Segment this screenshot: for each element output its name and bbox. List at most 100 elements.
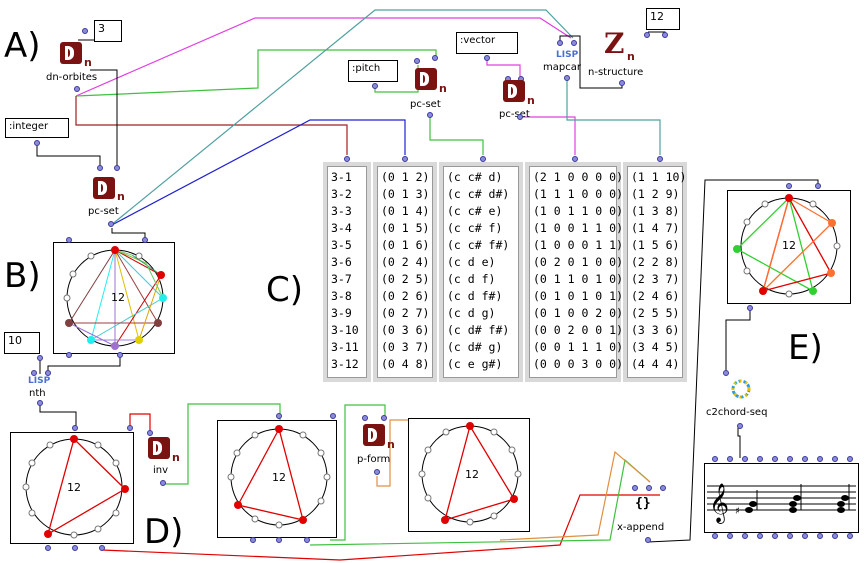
structures-list-inlet[interactable] <box>657 156 663 162</box>
circle-d2-box[interactable]: 12 <box>217 420 337 538</box>
nth-outlet[interactable] <box>37 400 43 406</box>
circle-d1-outlet-3[interactable] <box>99 545 105 551</box>
pcs-list-inlet[interactable] <box>402 156 408 162</box>
pitches-list-inlet[interactable] <box>480 156 486 162</box>
staff-outlet[interactable] <box>757 533 763 539</box>
circle-e-outlet-1[interactable] <box>747 305 753 311</box>
staff-inlet[interactable] <box>817 456 823 462</box>
staff-outlet[interactable] <box>832 533 838 539</box>
circle-b-outlet-2[interactable] <box>117 352 123 358</box>
pc-set-main-inlet-1[interactable] <box>97 165 103 171</box>
staff-inlet[interactable] <box>742 456 748 462</box>
pc-set-main-icon[interactable] <box>93 177 115 199</box>
c2chord-inlet[interactable] <box>723 370 729 376</box>
staff-inlet[interactable] <box>787 456 793 462</box>
mapcar-inlet-1[interactable] <box>557 40 563 46</box>
inv-icon[interactable] <box>148 437 170 459</box>
staff-outlet[interactable] <box>847 533 853 539</box>
mapcar-lisp-badge[interactable]: LISP <box>556 50 579 60</box>
circle-d2-inlet-1[interactable] <box>276 413 282 419</box>
x-append-inlet-3[interactable] <box>660 485 666 491</box>
nstruct-number-outlet[interactable] <box>662 32 668 38</box>
nstruct-number-box[interactable]: 12 <box>646 8 680 30</box>
staff-outlet[interactable] <box>787 533 793 539</box>
circle-d2-outlet-3[interactable] <box>304 537 310 543</box>
pc-set-main-outlet[interactable] <box>108 221 114 227</box>
circle-d2-outlet-2[interactable] <box>276 537 282 543</box>
mapcar-outlet[interactable] <box>564 75 570 81</box>
vector-keyword-box[interactable]: :vector <box>456 32 518 54</box>
n-structure-icon[interactable]: Z <box>604 27 625 60</box>
dn-orbites-inlet[interactable] <box>82 28 88 34</box>
vector-outlet[interactable] <box>484 55 490 61</box>
pcs-list-box[interactable]: (0 1 2) (0 1 3) (0 1 4) (0 1 5) (0 1 6) (0 2 … <box>373 162 437 382</box>
inv-inlet[interactable] <box>147 430 153 436</box>
staff-inlet[interactable] <box>802 456 808 462</box>
c2chord-icon[interactable] <box>730 378 752 400</box>
nth-number-box[interactable]: 10 <box>4 332 40 354</box>
pitch-keyword-box[interactable]: :pitch <box>348 60 398 82</box>
dn-orbites-outlet[interactable] <box>74 86 80 92</box>
circle-d1-inlet-2[interactable] <box>127 425 133 431</box>
staff-inlet[interactable] <box>712 456 718 462</box>
integer-keyword-box[interactable]: :integer <box>5 118 69 138</box>
x-append-inlet-1[interactable] <box>632 485 638 491</box>
nth-inlet-2[interactable] <box>45 370 51 376</box>
pc-set-1-inlet-1[interactable] <box>414 58 420 64</box>
circle-d1-inlet-1[interactable] <box>72 425 78 431</box>
pitch-outlet[interactable] <box>372 83 378 89</box>
nth-lisp-badge[interactable]: LISP <box>28 376 51 386</box>
vectors-list-inlet[interactable] <box>572 156 578 162</box>
circle-e-box[interactable]: 12 <box>727 190 851 304</box>
pc-set-main-inlet-2[interactable] <box>114 165 120 171</box>
staff-inlet[interactable] <box>832 456 838 462</box>
staff-inlet[interactable] <box>772 456 778 462</box>
vectors-list-box[interactable]: (2 1 0 0 0 0) (1 1 1 0 0 0) (1 0 1 1 0 0) (… <box>525 162 623 382</box>
staff-outlet[interactable] <box>727 533 733 539</box>
p-form-inlet-1[interactable] <box>362 415 368 421</box>
p-form-icon[interactable] <box>363 424 385 446</box>
circle-b-box[interactable]: 12 <box>53 242 175 354</box>
circle-d2-outlet-1[interactable] <box>250 537 256 543</box>
circle-d1-outlet-2[interactable] <box>72 545 78 551</box>
nth-number-outlet[interactable] <box>37 355 43 361</box>
x-append-outlet[interactable] <box>645 537 651 543</box>
pitches-list-box[interactable]: (c c# d) (c c# d#) (c c# e) (c c# f) (c c# f… <box>439 162 523 382</box>
circle-e-inlet-1[interactable] <box>786 183 792 189</box>
c2chord-outlet[interactable] <box>737 423 743 429</box>
structures-list-box[interactable]: (1 1 10) (1 2 9) (1 3 8) (1 4 7) (1 5 6) (2 2… <box>623 162 687 382</box>
inv-outlet[interactable] <box>160 480 166 486</box>
staff-outlet[interactable] <box>772 533 778 539</box>
staff-inlet[interactable] <box>757 456 763 462</box>
dn-orbites-icon[interactable] <box>60 42 82 64</box>
circle-e-inlet-2[interactable] <box>815 183 821 189</box>
pc-set-2-icon[interactable] <box>503 80 525 102</box>
p-form-inlet-2[interactable] <box>381 415 387 421</box>
names-list-inlet[interactable] <box>344 156 350 162</box>
staff-outlet[interactable] <box>802 533 808 539</box>
n-structure-outlet[interactable] <box>619 80 625 86</box>
orbites-number-box[interactable]: 3 <box>94 20 122 42</box>
mapcar-inlet-2[interactable] <box>571 40 577 46</box>
pc-set-1-icon[interactable] <box>415 68 437 90</box>
nth-inlet-1[interactable] <box>31 370 37 376</box>
x-append-icon[interactable]: {} <box>635 496 651 511</box>
circle-d1-box[interactable]: 12 <box>10 432 134 544</box>
pc-set-2-outlet[interactable] <box>517 114 523 120</box>
circle-b-inlet-1[interactable] <box>66 237 72 243</box>
circle-d1-outlet-1[interactable] <box>45 545 51 551</box>
staff-inlet[interactable] <box>727 456 733 462</box>
nstruct-number-inlet[interactable] <box>644 32 650 38</box>
circle-d2-inlet-2[interactable] <box>330 413 336 419</box>
staff-outlet[interactable] <box>742 533 748 539</box>
integer-outlet[interactable] <box>34 140 40 146</box>
circle-b-outlet-1[interactable] <box>66 352 72 358</box>
names-list-box[interactable]: 3-1 3-2 3-3 3-4 3-5 3-6 3-7 3-8 3-9 3-10 3-11 3-12 <box>323 162 371 382</box>
staff-outlet[interactable] <box>817 533 823 539</box>
chord-seq-staff[interactable]: 𝄞 ♯ <box>704 463 859 533</box>
circle-b-inlet-2[interactable] <box>142 237 148 243</box>
staff-outlet[interactable] <box>712 533 718 539</box>
p-form-outlet[interactable] <box>374 469 380 475</box>
staff-inlet[interactable] <box>847 456 853 462</box>
x-append-inlet-2[interactable] <box>646 485 652 491</box>
